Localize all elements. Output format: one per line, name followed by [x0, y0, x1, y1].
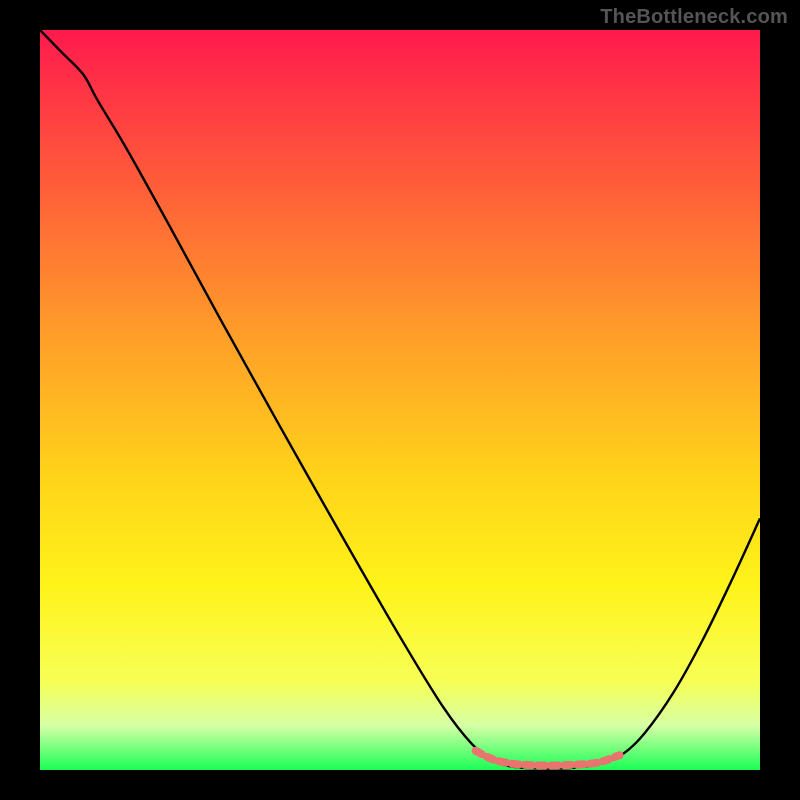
- watermark-label: TheBottleneck.com: [600, 6, 788, 29]
- chart-container: TheBottleneck.com: [0, 0, 800, 800]
- background-gradient: [40, 30, 760, 770]
- plot-area: [40, 30, 760, 770]
